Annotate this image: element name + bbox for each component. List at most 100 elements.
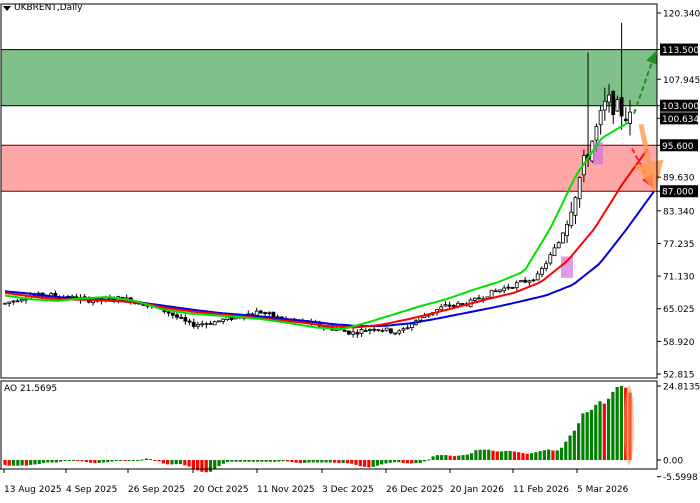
ao-bar-up bbox=[606, 398, 611, 460]
candle-bull bbox=[254, 310, 259, 316]
ao-bar-down bbox=[148, 459, 153, 461]
price-label-bg bbox=[660, 112, 698, 125]
candle-bull bbox=[196, 324, 200, 327]
candle-bull bbox=[560, 232, 565, 244]
candle-bear bbox=[179, 316, 184, 319]
price-tick-label: 71.130 bbox=[663, 273, 695, 283]
candle-bear bbox=[619, 97, 624, 117]
candle-bull bbox=[376, 329, 381, 331]
ao-bar-up bbox=[140, 459, 144, 461]
ao-bar-up bbox=[611, 391, 615, 460]
forecast-arrow bbox=[634, 123, 664, 192]
ao-bar-up bbox=[71, 460, 76, 461]
price-tick-label: 89.630 bbox=[663, 174, 695, 184]
candle-bull bbox=[359, 329, 364, 334]
candle-bear bbox=[170, 312, 175, 316]
ao-bar-up bbox=[585, 412, 589, 460]
sell-zone bbox=[1, 145, 657, 192]
candle-bear bbox=[372, 328, 377, 331]
ao-bar-up bbox=[303, 460, 307, 463]
ao-bar-up bbox=[461, 455, 465, 460]
ao-bar-down bbox=[362, 460, 367, 467]
candle-bear bbox=[611, 91, 616, 116]
ao-bar-up bbox=[598, 401, 602, 460]
ao-bar-up bbox=[341, 460, 345, 463]
ma-mid-line bbox=[4, 147, 649, 329]
chart-title[interactable]: UKBRENT,Daily bbox=[3, 3, 82, 13]
candle-bear bbox=[175, 314, 179, 318]
ao-bar-up bbox=[243, 460, 247, 462]
candle-bear bbox=[506, 286, 511, 289]
ao-bar-down bbox=[521, 453, 525, 460]
target-up-arrow bbox=[633, 51, 658, 115]
ao-bar-up bbox=[16, 460, 20, 466]
candle-bull bbox=[91, 300, 95, 304]
candle-bull bbox=[212, 321, 217, 326]
ao-bar-up bbox=[397, 460, 401, 463]
ao-bar-up bbox=[144, 458, 148, 460]
ao-bar-down bbox=[204, 460, 208, 473]
time-tick-label: 13 Aug 2025 bbox=[4, 485, 62, 495]
candle-bull bbox=[607, 94, 611, 103]
ao-bar-up bbox=[255, 460, 260, 462]
ao-bar-up bbox=[20, 460, 24, 466]
ao-bar-down bbox=[367, 460, 371, 468]
time-tick-label: 4 Sep 2025 bbox=[66, 485, 117, 495]
candle-bear bbox=[355, 332, 360, 335]
candle-bear bbox=[447, 304, 452, 307]
ao-bar-down bbox=[76, 460, 80, 461]
candle-bull bbox=[19, 298, 24, 302]
ma-fast-line bbox=[4, 121, 629, 331]
ao-bar-down bbox=[354, 460, 358, 465]
ao-bar-up bbox=[418, 460, 422, 463]
ao-bar-down bbox=[405, 460, 409, 464]
ao-bar-up bbox=[538, 451, 542, 460]
candle-bull bbox=[405, 327, 410, 330]
time-tick-label: 26 Sep 2025 bbox=[128, 485, 185, 495]
ao-bar-down bbox=[183, 460, 187, 466]
ao-bar-down bbox=[7, 460, 11, 466]
ao-bar-down bbox=[200, 460, 204, 472]
ao-bar-up bbox=[435, 455, 439, 460]
ao-bar-up bbox=[422, 460, 427, 462]
ao-bar-down bbox=[80, 460, 84, 462]
ao-bar-down bbox=[294, 460, 298, 463]
ao-bar-down bbox=[358, 460, 362, 467]
ao-bar-up bbox=[615, 386, 619, 460]
ao-bar-down bbox=[517, 452, 521, 460]
candle-bull bbox=[502, 287, 507, 292]
ao-bar-up bbox=[380, 460, 384, 465]
candle-bull bbox=[225, 316, 230, 320]
ao-bar-down bbox=[161, 460, 165, 464]
ao-bar-up bbox=[11, 460, 16, 466]
price-tick-label: 58.920 bbox=[663, 338, 695, 348]
ao-bar-up bbox=[33, 460, 37, 465]
ao-bar-down bbox=[123, 460, 127, 461]
ao-bar-up bbox=[247, 460, 251, 462]
ao-bar-up bbox=[277, 460, 281, 462]
candle-bull bbox=[498, 289, 502, 292]
ao-bar-down bbox=[448, 455, 452, 460]
candle-bull bbox=[569, 211, 574, 227]
candle-bull bbox=[368, 329, 372, 331]
ao-bar-up bbox=[375, 460, 380, 466]
ao-bar-down bbox=[512, 451, 517, 460]
candle-bear bbox=[451, 305, 456, 307]
ao-bar-up bbox=[208, 460, 213, 472]
ao-bar-up bbox=[444, 455, 448, 460]
ao-bar-up bbox=[465, 454, 469, 460]
ao-bar-up bbox=[508, 450, 512, 460]
price-tick-label: 65.025 bbox=[663, 305, 695, 315]
candle-bull bbox=[594, 125, 599, 141]
ao-bar-down bbox=[157, 460, 161, 462]
candle-bear bbox=[493, 290, 498, 293]
ao-bar-up bbox=[542, 450, 546, 460]
ao-bar-up bbox=[559, 447, 564, 460]
ao-bar-down bbox=[298, 460, 302, 464]
candle-bear bbox=[166, 311, 171, 314]
dropdown-triangle-icon[interactable] bbox=[3, 5, 11, 11]
candle-bear bbox=[523, 279, 528, 283]
candle-bear bbox=[271, 311, 276, 318]
